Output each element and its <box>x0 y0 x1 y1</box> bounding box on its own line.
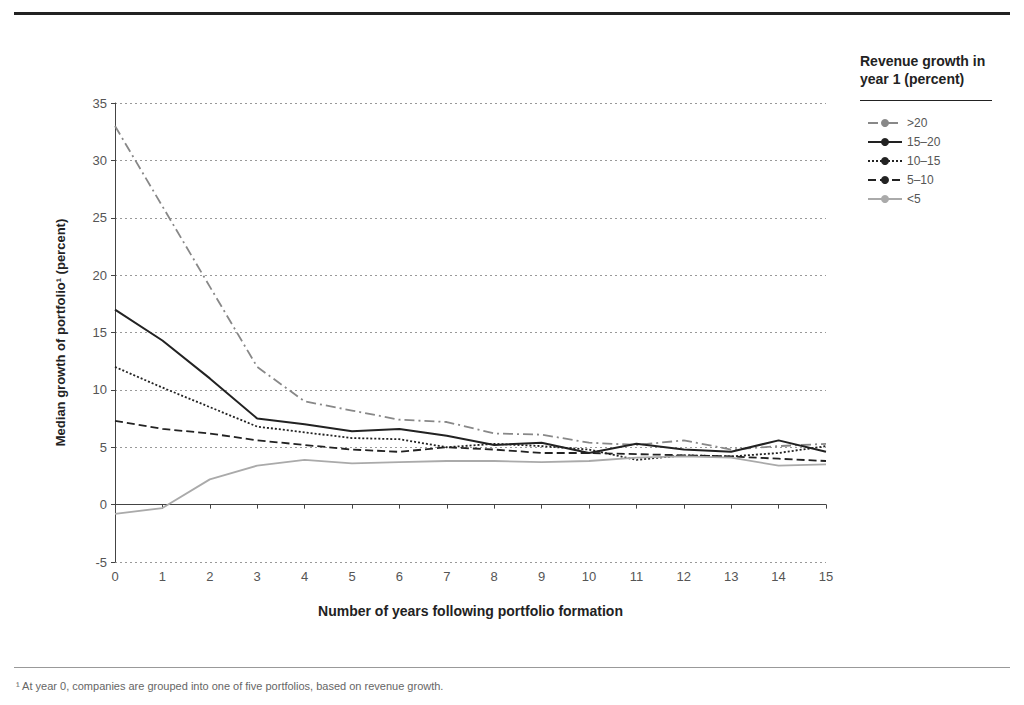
svg-text:20: 20 <box>93 268 107 283</box>
svg-text:6: 6 <box>396 569 403 584</box>
svg-text:5: 5 <box>348 569 355 584</box>
svg-text:10–15: 10–15 <box>907 154 941 168</box>
svg-text:<5: <5 <box>907 192 921 206</box>
svg-text:10: 10 <box>93 382 107 397</box>
svg-text:13: 13 <box>724 569 738 584</box>
svg-text:0: 0 <box>100 497 107 512</box>
svg-text:Median growth of portfolio¹ (p: Median growth of portfolio¹ (percent) <box>53 219 68 446</box>
svg-text:35: 35 <box>93 96 107 111</box>
html-text:¹ At year 0, companies are gro: ¹ At year 0, companies are grouped into … <box>16 680 444 692</box>
svg-text:1: 1 <box>159 569 166 584</box>
svg-text:7: 7 <box>443 569 450 584</box>
svg-text:5–10: 5–10 <box>907 173 934 187</box>
svg-text:15: 15 <box>93 325 107 340</box>
svg-text:14: 14 <box>771 569 785 584</box>
svg-text:10: 10 <box>582 569 596 584</box>
svg-text:0: 0 <box>111 569 118 584</box>
svg-text:Number of years following port: Number of years following portfolio form… <box>318 603 623 619</box>
svg-text:15: 15 <box>819 569 833 584</box>
svg-text:2: 2 <box>206 569 213 584</box>
svg-text:4: 4 <box>301 569 308 584</box>
svg-text:3: 3 <box>254 569 261 584</box>
svg-text:30: 30 <box>93 153 107 168</box>
svg-text:8: 8 <box>491 569 498 584</box>
svg-text:15–20: 15–20 <box>907 135 941 149</box>
svg-text:-5: -5 <box>95 555 107 570</box>
svg-text:12: 12 <box>677 569 691 584</box>
svg-text:>20: >20 <box>907 116 928 130</box>
svg-text:9: 9 <box>538 569 545 584</box>
html-text:Revenue growth in year 1 (perc: Revenue growth in year 1 (percent) <box>860 53 986 87</box>
svg-text:5: 5 <box>100 440 107 455</box>
svg-text:25: 25 <box>93 210 107 225</box>
svg-text:11: 11 <box>630 569 644 584</box>
